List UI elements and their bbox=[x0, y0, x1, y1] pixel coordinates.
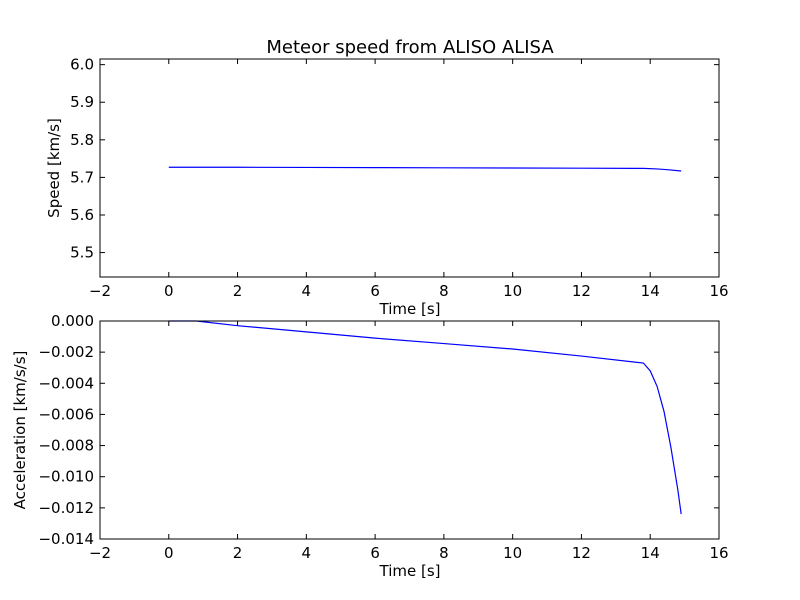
speed-y-tick-label: 5.9 bbox=[70, 93, 94, 111]
acceleration-series-line bbox=[168, 320, 682, 515]
acceleration-x-tick-label: 2 bbox=[233, 544, 243, 562]
acceleration-x-tick-label: 16 bbox=[709, 544, 728, 562]
speed-y-tick-label: 6.0 bbox=[70, 56, 94, 74]
speed-ticks-layer: −2 0 2 4 6 8 10 12 14 16 5.5 5.6 5.7 5.8 5.9 6.0 bbox=[70, 56, 728, 300]
speed-x-tick-label: 16 bbox=[709, 282, 728, 300]
acceleration-x-tick-label: 6 bbox=[370, 544, 380, 562]
speed-x-tick-label: 12 bbox=[572, 282, 591, 300]
acceleration-y-tick-label: −0.010 bbox=[38, 468, 94, 486]
acceleration-y-tick-label: −0.004 bbox=[38, 374, 94, 392]
acceleration-y-tick-label: −0.012 bbox=[38, 499, 94, 517]
speed-y-tick-label: 5.7 bbox=[70, 168, 94, 186]
speed-plot-frame bbox=[99, 58, 720, 278]
speed-series-line bbox=[168, 166, 682, 172]
speed-y-tick-label: 5.8 bbox=[70, 131, 94, 149]
speed-x-tick-label: 8 bbox=[439, 282, 449, 300]
speed-series-layer bbox=[168, 166, 682, 172]
acceleration-y-tick-label: −0.002 bbox=[38, 343, 94, 361]
speed-y-tick-label: 5.6 bbox=[70, 206, 94, 224]
acceleration-y-tick-label: −0.014 bbox=[38, 530, 94, 548]
acceleration-ticks-layer: −2 0 2 4 6 8 10 12 14 16 0.000 −0.002 −0.004 −0.006 −0… bbox=[38, 312, 728, 562]
acceleration-y-axis-label: Acceleration [km/s/s] bbox=[11, 351, 29, 510]
speed-x-tick-label: 0 bbox=[164, 282, 174, 300]
speed-x-tick-label: 6 bbox=[370, 282, 380, 300]
acceleration-x-tick-label: 10 bbox=[503, 544, 522, 562]
acceleration-y-tick-label: −0.008 bbox=[38, 437, 94, 455]
chart-title: Meteor speed from ALISO ALISA bbox=[266, 37, 554, 58]
acceleration-series-layer bbox=[168, 320, 682, 515]
acceleration-y-tick-label: −0.006 bbox=[38, 405, 94, 423]
acceleration-plot: −2 0 2 4 6 8 10 12 14 16 0.000 −0.002 −0.004 −0.006 −0… bbox=[11, 312, 729, 580]
acceleration-x-tick-label: −2 bbox=[89, 544, 111, 562]
speed-x-tick-label: 4 bbox=[302, 282, 312, 300]
speed-y-tick-label: 5.5 bbox=[70, 244, 94, 262]
speed-x-axis-label: Time [s] bbox=[379, 300, 441, 318]
acceleration-x-tick-label: 8 bbox=[439, 544, 449, 562]
acceleration-x-tick-label: 4 bbox=[302, 544, 312, 562]
speed-x-tick-label: 10 bbox=[503, 282, 522, 300]
speed-plot: Meteor speed from ALISO ALISA −2 0 2 4 6 8 10 1… bbox=[45, 37, 729, 318]
speed-x-tick-label: 14 bbox=[641, 282, 660, 300]
speed-y-axis-label: Speed [km/s] bbox=[45, 118, 63, 218]
speed-x-tick-label: 2 bbox=[233, 282, 243, 300]
acceleration-x-axis-label: Time [s] bbox=[379, 562, 441, 580]
acceleration-y-tick-label: 0.000 bbox=[51, 312, 94, 330]
acceleration-x-tick-label: 14 bbox=[641, 544, 660, 562]
acceleration-x-tick-label: 0 bbox=[164, 544, 174, 562]
speed-x-tick-label: −2 bbox=[89, 282, 111, 300]
acceleration-plot-frame bbox=[99, 320, 720, 540]
acceleration-x-tick-label: 12 bbox=[572, 544, 591, 562]
